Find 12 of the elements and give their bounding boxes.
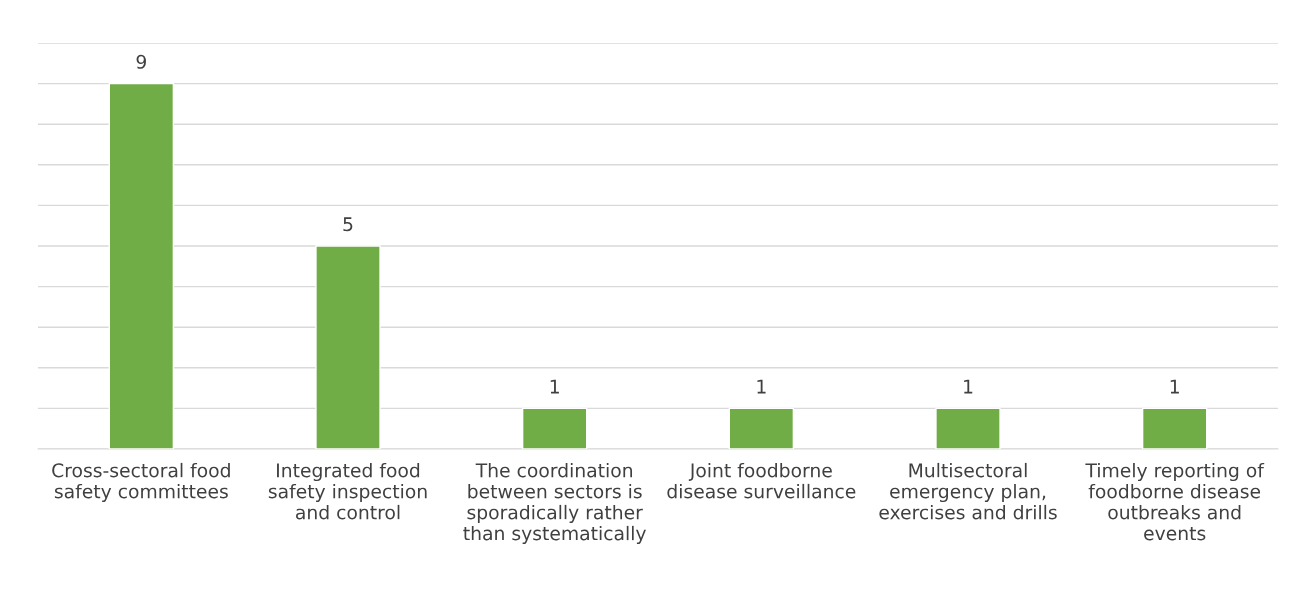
- data-label: 1: [1170, 379, 1179, 394]
- data-label: 1: [757, 379, 766, 394]
- x-tick-label: Cross-sectoral food safety committees: [52, 462, 230, 503]
- x-tick-label: Timely reporting of foodborne disease outbreaks and events: [1085, 462, 1265, 541]
- x-tick-label: Integrated food safety inspection and control: [268, 462, 427, 520]
- data-label: 9: [136, 54, 146, 69]
- x-tick-label: The coordination between sectors is sporadically rather than systematically: [463, 462, 646, 545]
- x-tick-label: Joint foodborne disease surveillance: [667, 462, 856, 499]
- data-label: 1: [550, 379, 559, 394]
- data-label: 5: [343, 217, 353, 232]
- x-tick-label: Multisectoral emergency plan, exercises and drills: [879, 462, 1057, 520]
- data-label: 1: [964, 379, 973, 394]
